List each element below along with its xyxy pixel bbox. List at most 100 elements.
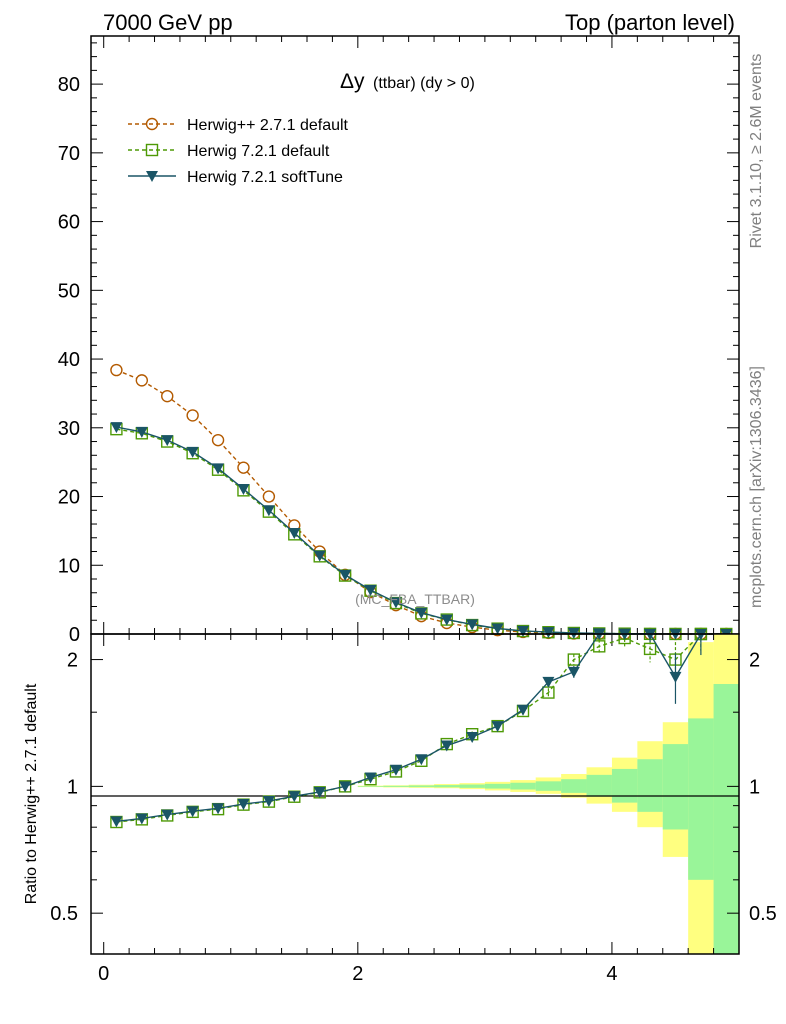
uncertainty-band-green — [459, 784, 485, 788]
legend-circle-marker — [145, 117, 159, 131]
main-ytick-label: 20 — [58, 487, 80, 509]
data-point-triangle — [262, 505, 275, 517]
legend-label: Herwig 7.2.1 softTune — [187, 169, 343, 186]
legend-label: Herwig++ 2.7.1 default — [187, 117, 349, 134]
data-point-triangle — [466, 619, 479, 631]
data-point-triangle — [135, 813, 148, 825]
main-ytick-label: 40 — [58, 349, 80, 371]
main-ytick-label: 10 — [58, 555, 80, 577]
main-ytick-label: 80 — [58, 74, 80, 96]
data-point-triangle — [542, 627, 555, 639]
data-point-circle — [237, 461, 250, 474]
ratio-ytick-label-right: 1 — [749, 776, 760, 798]
uncertainty-band-green — [510, 782, 536, 790]
data-point-triangle — [440, 614, 453, 626]
ratio-ytick-label-right: 2 — [749, 650, 760, 672]
data-point-triangle — [313, 786, 326, 798]
data-point-triangle — [135, 426, 148, 438]
data-point-triangle — [389, 764, 402, 776]
data-point-triangle — [262, 796, 275, 808]
data-point-triangle — [364, 585, 377, 597]
data-point-triangle — [415, 754, 428, 766]
ratio-xtick-label: 0 — [98, 963, 109, 985]
data-point-triangle — [161, 435, 174, 447]
data-point-triangle — [364, 772, 377, 784]
uncertainty-band-green — [561, 779, 587, 793]
data-point-square — [643, 642, 657, 656]
data-point-circle — [135, 374, 149, 387]
legend: Herwig++ 2.7.1 default Herwig 7.2.1 defa… — [128, 117, 349, 186]
legend-entry-herwigpp: Herwig++ 2.7.1 default — [128, 117, 349, 134]
uncertainty-band-green — [662, 744, 689, 830]
ratio-series-layer — [110, 627, 708, 829]
analysis-watermark: (MC_FBA_TTBAR) — [355, 591, 475, 607]
main-axis-ticks — [91, 36, 740, 635]
data-point-triangle — [186, 806, 199, 818]
main-ytick-label: 60 — [58, 212, 80, 234]
main-ytick-label: 30 — [58, 418, 80, 440]
legend-triangle-marker — [146, 171, 158, 182]
data-point-triangle — [110, 816, 123, 828]
legend-square-marker — [145, 143, 159, 157]
uncertainty-band-green — [688, 718, 714, 880]
data-point-triangle — [237, 799, 250, 811]
data-point-circle — [110, 363, 123, 377]
data-point-triangle — [491, 721, 504, 733]
uncertainty-band-green — [408, 785, 435, 788]
data-point-triangle — [542, 676, 555, 688]
data-point-triangle — [212, 463, 225, 475]
data-point-triangle — [212, 803, 225, 815]
ratio-axis-ticks — [91, 634, 740, 954]
legend-entry-herwig7-softtune: Herwig 7.2.1 softTune — [128, 169, 343, 186]
data-point-circle — [211, 433, 225, 447]
data-point-triangle — [186, 446, 199, 458]
data-point-triangle — [491, 623, 504, 635]
ratio-ytick-label-left: 2 — [67, 650, 78, 672]
data-point-triangle — [313, 550, 326, 562]
ratio-ytick-label-left: 1 — [67, 776, 78, 798]
ratio-ytick-label-right: 0.5 — [749, 903, 777, 925]
uncertainty-band-green — [611, 768, 638, 803]
header-right-label: Top (parton level) — [565, 10, 735, 35]
uncertainty-band-green — [357, 786, 384, 787]
data-point-square — [593, 640, 606, 653]
plot-title-main: Δy — [340, 70, 365, 93]
ratio-y-axis-label: Ratio to Herwig++ 2.7.1 default — [23, 683, 40, 904]
data-point-triangle — [288, 527, 301, 539]
data-point-triangle — [517, 625, 529, 637]
uncertainty-band-green — [535, 781, 562, 791]
rivet-version-label: Rivet 3.1.10, ≥ 2.6M events — [748, 54, 765, 249]
main-ytick-label: 70 — [58, 143, 80, 165]
uncertainty-band-green — [484, 783, 511, 789]
ratio-uncertainty-bands — [357, 634, 739, 954]
data-point-triangle — [567, 666, 580, 678]
ratio-xtick-label: 2 — [352, 963, 363, 985]
data-point-circle — [161, 389, 174, 403]
uncertainty-band-green — [637, 759, 663, 812]
ratio-plot-frame — [90, 633, 740, 955]
main-ytick-label: 0 — [69, 624, 80, 646]
data-point-triangle — [161, 809, 174, 821]
data-point-triangle — [339, 569, 352, 581]
data-point-triangle — [389, 597, 402, 609]
main-panel: 0 10 20 30 40 50 60 70 80 Δy (ttbar) (dy… — [58, 35, 740, 646]
data-point-triangle — [288, 791, 301, 803]
data-point-triangle — [466, 731, 479, 743]
ratio-xtick-label: 4 — [606, 963, 617, 985]
plot-title-sub: (ttbar) (dy > 0) — [373, 75, 475, 92]
data-point-triangle — [669, 671, 682, 683]
legend-label: Herwig 7.2.1 default — [187, 143, 330, 160]
main-ytick-label: 50 — [58, 280, 80, 302]
plot-title: Δy (ttbar) (dy > 0) — [340, 70, 475, 93]
mcplots-label: mcplots.cern.ch [arXiv:1306.3436] — [748, 366, 765, 608]
uncertainty-band-green — [434, 785, 460, 788]
data-point-triangle — [339, 781, 352, 793]
data-point-triangle — [415, 607, 428, 619]
data-point-triangle — [440, 740, 453, 752]
data-point-triangle — [517, 704, 529, 716]
legend-entry-herwig7-default: Herwig 7.2.1 default — [128, 143, 330, 160]
header-left-label: 7000 GeV pp — [103, 10, 233, 35]
uncertainty-band-green — [586, 774, 612, 797]
data-point-square — [567, 653, 581, 666]
ratio-series-line — [116, 633, 702, 823]
